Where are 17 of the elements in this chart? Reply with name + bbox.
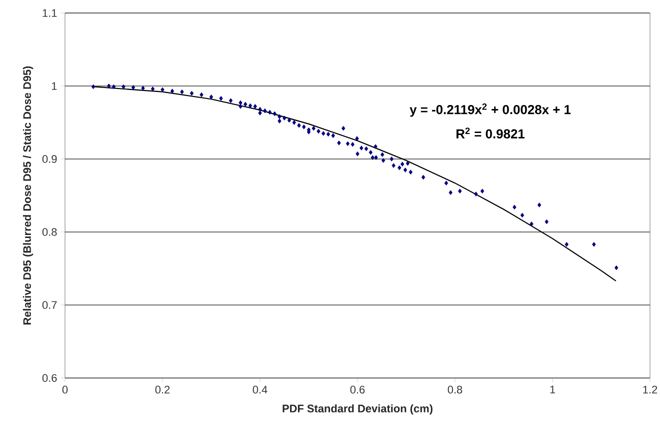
x-tick-label: 1.2 [643,386,658,394]
x-tick-label: 1 [550,386,556,394]
annotation: y = -0.2119x$^{2}$ + 0.0028x + 1 [410,103,571,117]
x-tick-label: 0 [62,386,68,394]
x-axis-title: PDF Standard Deviation (cm) [282,404,432,415]
y-tick-label: 1.1 [42,9,57,17]
annotation: R$^{2}$ = 0.9821 [456,128,525,138]
y-tick-label: 0.9 [42,155,57,163]
y-tick-label: 0.6 [42,374,57,382]
x-tick-label: 0.6 [350,386,365,394]
x-tick-label: 0.2 [155,386,170,394]
y-tick-label: 0.7 [42,301,57,309]
y-tick-label: 1 [52,82,57,90]
y-tick-label: 0.8 [42,228,57,236]
y-axis-title: Relative D95 (Blurred Dose D95 / Static Dose D95) [22,66,34,324]
x-tick-label: 0.4 [252,386,268,394]
x-tick-label: 0.8 [448,386,462,394]
